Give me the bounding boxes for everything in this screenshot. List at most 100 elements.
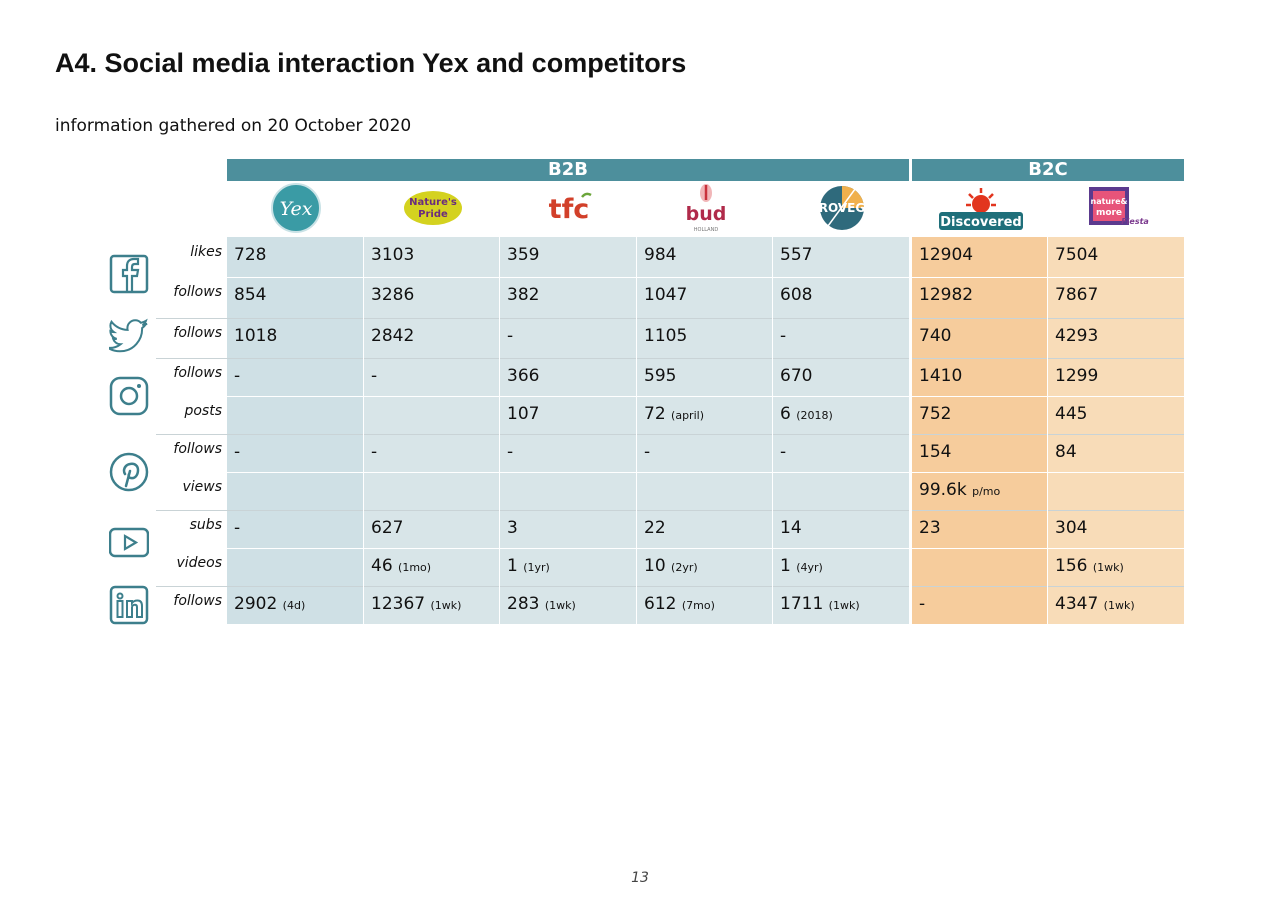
row-label: follows — [173, 284, 222, 300]
table-cell: - — [773, 318, 909, 358]
table-row-fb-follows: follows 854 3286 382 1047 608 12982 7867 — [156, 277, 1184, 318]
cell-value: 84 — [1055, 442, 1077, 462]
table-cell: 4347 (1wk) — [1048, 586, 1184, 624]
table-row-ig-posts: posts 107 72 (april) 6 (2018) 752 445 — [156, 396, 1184, 434]
cell-note: (april) — [671, 409, 704, 422]
cell-note: (1wk) — [544, 599, 576, 612]
table-cell: 1299 — [1048, 358, 1184, 396]
instagram-icon — [109, 376, 149, 416]
table-cell: 14 — [773, 510, 909, 548]
cell-value: 10 — [644, 556, 666, 576]
table-cell: 984 — [637, 237, 773, 277]
row-separator — [227, 277, 1184, 278]
nature-more-line1: nature& — [1090, 197, 1127, 206]
table-cell: 1018 — [227, 318, 363, 358]
cell-value: - — [919, 594, 926, 614]
cell-note: (1mo) — [398, 561, 432, 574]
table-cell: 22 — [637, 510, 773, 548]
table-cell: 156 (1wk) — [1048, 548, 1184, 586]
table-cell: 84 — [1048, 434, 1184, 472]
cell-value: 627 — [371, 518, 404, 538]
table-row-li-follows: follows 2902 (4d) 12367 (1wk) 283 (1wk) 612 … — [156, 586, 1184, 624]
cell-value: 557 — [780, 245, 813, 265]
table-cell — [500, 472, 636, 510]
row-label: follows — [173, 593, 222, 609]
cell-value: 359 — [507, 245, 540, 265]
cell-value: 304 — [1055, 518, 1088, 538]
discovered-logo-text: Discovered — [940, 215, 1021, 230]
table-cell — [364, 472, 500, 510]
cell-note: (1wk) — [1103, 599, 1135, 612]
table-cell: 627 — [364, 510, 500, 548]
table-cell: - — [364, 434, 500, 472]
cell-value: 1018 — [234, 326, 278, 346]
cell-value: 382 — [507, 285, 540, 305]
cell-note: (4d) — [282, 599, 306, 612]
cell-value: - — [780, 326, 787, 346]
column-separator — [772, 237, 773, 624]
table-cell: - — [227, 510, 363, 548]
natures-pride-line1: Nature's — [409, 197, 457, 208]
cell-value: 99.6k — [919, 480, 967, 500]
table-cell: 6 (2018) — [773, 396, 909, 434]
table-cell: 608 — [773, 277, 909, 318]
bud-logo-text: bud — [685, 203, 726, 225]
table-row-ig-follows: follows - -366 595 670 1410 1299 — [156, 358, 1184, 396]
column-separator — [1047, 237, 1048, 624]
cell-value: 670 — [780, 366, 813, 386]
table-cell: - — [364, 358, 500, 396]
table-cell: - — [500, 434, 636, 472]
table-cell: 2842 — [364, 318, 500, 358]
cell-note: (7mo) — [681, 599, 715, 612]
row-separator — [227, 472, 1184, 473]
cell-value: 7504 — [1055, 245, 1099, 265]
table-cell: 612 (7mo) — [637, 586, 773, 624]
table-row-pi-follows: follows - - - - -154 84 — [156, 434, 1184, 472]
cell-value: 3103 — [371, 245, 415, 265]
table-cell: 1105 — [637, 318, 773, 358]
nature-more-logo: nature& more Fiesta — [1048, 182, 1185, 234]
table-cell: 1047 — [637, 277, 773, 318]
column-separator — [636, 237, 637, 624]
table-cell: - — [773, 434, 909, 472]
bud-logo: bud HOLLAND — [637, 182, 774, 234]
row-label: subs — [189, 517, 222, 533]
page-subtitle: information gathered on 20 October 2020 — [55, 116, 412, 136]
table-cell: 445 — [1048, 396, 1184, 434]
table-cell: 2902 (4d) — [227, 586, 363, 624]
cell-value: 740 — [919, 326, 952, 346]
cell-value: 23 — [919, 518, 941, 538]
table-cell: 23 — [912, 510, 1047, 548]
table-cell: 1 (1yr) — [500, 548, 636, 586]
cell-value: - — [507, 442, 514, 462]
cell-value: 14 — [780, 518, 802, 538]
row-separator — [156, 434, 1184, 435]
page-number: 13 — [631, 870, 649, 886]
page-title: A4. Social media interaction Yex and com… — [55, 48, 687, 78]
bud-logo-sub: HOLLAND — [693, 227, 718, 233]
table-cell: 595 — [637, 358, 773, 396]
cell-value: - — [234, 518, 241, 538]
cell-value: 854 — [234, 285, 267, 305]
cell-value: 1 — [507, 556, 518, 576]
cell-value: 366 — [507, 366, 540, 386]
table-cell: 154 — [912, 434, 1047, 472]
pinterest-icon — [109, 452, 149, 492]
table-cell: 10 (2yr) — [637, 548, 773, 586]
cell-value: - — [371, 442, 378, 462]
cell-value: 612 — [644, 594, 677, 614]
yex-logo-text: Yex — [279, 198, 312, 220]
cell-value: 3 — [507, 518, 518, 538]
table-cell: 366 — [500, 358, 636, 396]
table-cell: - — [912, 586, 1047, 624]
cell-value: 22 — [644, 518, 666, 538]
cell-value: 12904 — [919, 245, 974, 265]
row-label: views — [182, 479, 222, 495]
table-cell: - — [227, 358, 363, 396]
youtube-icon — [108, 524, 150, 564]
cell-note: (1wk) — [1092, 561, 1124, 574]
table-cell: 304 — [1048, 510, 1184, 548]
cell-value: 1299 — [1055, 366, 1099, 386]
row-separator — [156, 510, 1184, 511]
table-cell: 3286 — [364, 277, 500, 318]
